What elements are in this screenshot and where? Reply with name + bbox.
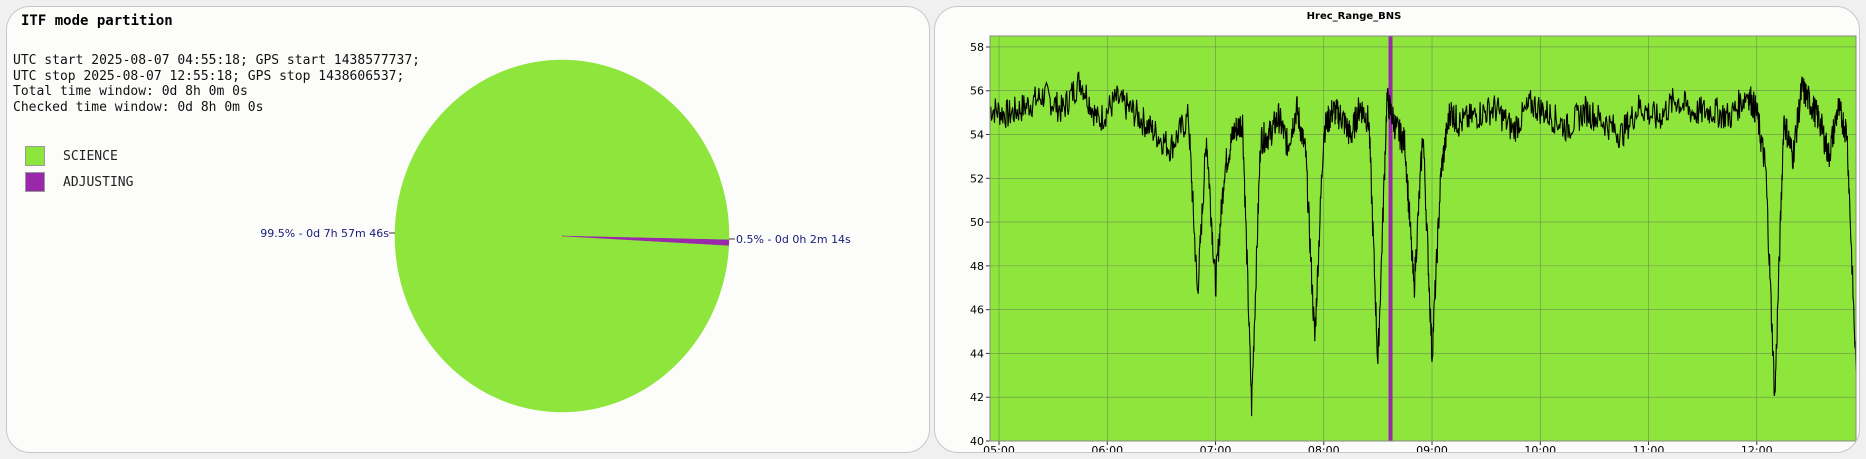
timeseries-chart: Hrec_Range_BNS 40 42 44 46 48 50 52 54 56 58 05:0… — [970, 11, 1857, 453]
x-tick-label: 07:00 — [1200, 444, 1232, 453]
timeseries-panel: Hrec_Range_BNS 40 42 44 46 48 50 52 54 56 58 05:0… — [934, 6, 1860, 453]
info-utc-stop: UTC stop 2025-08-07 12:55:18; GPS stop 1… — [13, 68, 405, 84]
y-tick-label: 56 — [970, 85, 984, 98]
adjusting-band — [1388, 36, 1393, 441]
legend-item-adjusting: ADJUSTING — [25, 170, 133, 194]
pie-slice-adjusting — [561, 235, 730, 246]
plot-frame — [989, 35, 1857, 442]
x-tick-label: 09:00 — [1416, 444, 1448, 453]
info-utc-start: UTC start 2025-08-07 04:55:18; GPS start… — [13, 53, 420, 68]
x-tick-labels: 05:00 06:00 07:00 08:00 09:00 10:00 11:00 12:00 — [983, 441, 1773, 453]
info-checked-window: Checked time window: 0d 8h 0m 0s — [13, 99, 264, 115]
pie-value-label-science: 99.5% - 0d 7h 57m 46s — [260, 227, 389, 240]
info-total-window: Total time window: 0d 8h 0m 0s — [13, 84, 248, 99]
y-tick-label: 40 — [970, 435, 984, 448]
y-tick-label: 42 — [970, 391, 984, 404]
legend-label-adjusting: ADJUSTING — [63, 174, 134, 190]
series-line-hrec-range — [989, 71, 1857, 417]
plot-background — [990, 36, 1856, 441]
x-tick-label: 12:00 — [1741, 444, 1773, 453]
pie-legend: SCIENCE ADJUSTING — [25, 144, 133, 196]
pie-chart: 99.5% - 0d 7h 57m 46s 0.5% - 0d 0h 2m 14… — [260, 59, 851, 413]
x-tick-label: 08:00 — [1308, 444, 1340, 453]
mode-partition-panel: ITF mode partition UTC start 2025-08-07 … — [6, 6, 930, 453]
x-tick-label: 05:00 — [983, 444, 1015, 453]
y-tick-label: 50 — [970, 216, 984, 229]
x-tick-label: 06:00 — [1091, 444, 1123, 453]
x-tick-label: 11:00 — [1633, 444, 1665, 453]
legend-item-science: SCIENCE — [25, 144, 133, 168]
pie-value-label-adjusting: 0.5% - 0d 0h 2m 14s — [736, 233, 851, 246]
y-tick-label: 46 — [970, 304, 984, 317]
y-tick-label: 48 — [970, 260, 984, 273]
y-tick-label: 44 — [970, 347, 984, 360]
y-tick-label: 52 — [970, 172, 984, 185]
legend-swatch-adjusting — [25, 172, 45, 192]
legend-label-science: SCIENCE — [63, 148, 118, 164]
time-info: UTC start 2025-08-07 04:55:18; GPS start… — [13, 53, 420, 115]
y-tick-labels: 40 42 44 46 48 50 52 54 56 58 — [970, 41, 990, 448]
y-tick-label: 58 — [970, 41, 984, 54]
x-tick-label: 10:00 — [1524, 444, 1556, 453]
pie-title: ITF mode partition — [21, 13, 173, 29]
legend-swatch-science — [25, 146, 45, 166]
y-tick-label: 54 — [970, 129, 984, 142]
timeseries-title: Hrec_Range_BNS — [1307, 11, 1402, 22]
